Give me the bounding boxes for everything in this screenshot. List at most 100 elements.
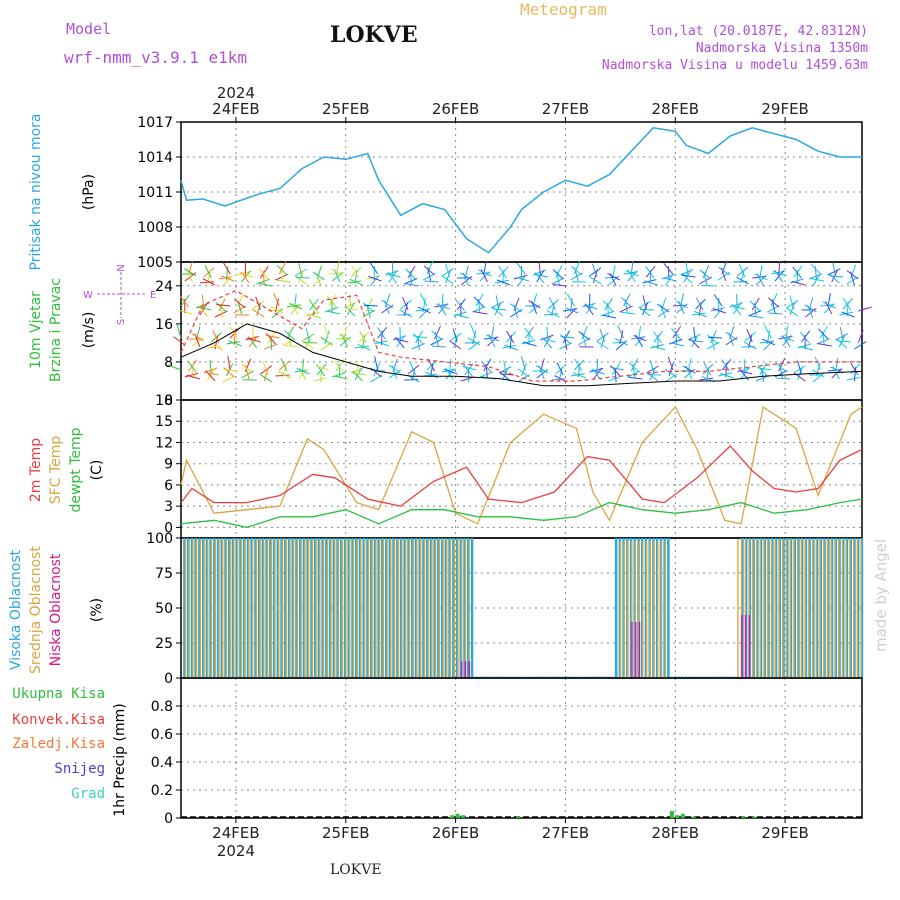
wind-barb <box>280 358 288 372</box>
cloud-bar <box>427 539 429 678</box>
wind-barb <box>548 297 556 311</box>
wind-barb <box>411 367 416 382</box>
wind-barb <box>257 282 272 287</box>
cloud-bar <box>205 538 209 678</box>
cloud-bar <box>266 539 269 678</box>
wind-barb <box>352 370 363 382</box>
cloud-bar <box>263 539 265 678</box>
cloud-bar <box>763 539 765 678</box>
wind-barb <box>749 315 764 319</box>
cloud-bar <box>418 538 421 678</box>
wind-barb <box>609 366 624 371</box>
cloud-bar <box>782 538 785 678</box>
wind-barb <box>441 275 454 285</box>
wind-barb <box>215 302 227 313</box>
wind-barb <box>725 331 738 341</box>
cloud-bar <box>619 540 622 678</box>
wind-barb <box>842 297 852 311</box>
cloud-bar <box>366 538 369 678</box>
wind-barb <box>691 312 706 316</box>
wind-barb <box>770 293 778 307</box>
cloud-bar <box>194 538 197 678</box>
wind-barb <box>521 339 536 345</box>
cloud-bar <box>209 538 212 678</box>
cloud-series-2 <box>461 615 750 678</box>
cloud-bar <box>248 539 250 678</box>
bottom-year-label: 2024 <box>217 842 255 860</box>
cloud-bar <box>744 538 748 678</box>
wind-barb <box>574 358 583 372</box>
wind-barb <box>252 308 265 318</box>
cloud-bar <box>313 538 317 678</box>
sfc-temp-line <box>180 405 863 525</box>
wind-barb <box>481 361 492 373</box>
cloud-bar <box>804 539 806 678</box>
cloud-bar <box>464 661 467 678</box>
wind-barb <box>642 295 647 310</box>
cloud-bar <box>812 538 815 678</box>
top-day-label-5: 29FEB <box>761 100 808 118</box>
wind-barb <box>303 342 318 344</box>
cloud-bar <box>823 538 826 678</box>
cloud-bar <box>744 539 747 678</box>
wind-barb <box>854 341 867 350</box>
wind-barb <box>259 373 273 383</box>
wind-barb <box>445 263 451 278</box>
wind-barb <box>687 358 692 373</box>
wind-barb <box>222 375 236 383</box>
wind-barb <box>555 265 563 279</box>
lonlat: lon,lat (20.0187E, 42.8312N) <box>648 24 868 39</box>
bottom-day-label-5: 29FEB <box>761 824 808 842</box>
cloud-bar <box>431 539 433 678</box>
wind-barb <box>464 265 469 280</box>
cloud-bar <box>411 538 414 678</box>
cloud-bar <box>278 539 280 678</box>
cloud-bar <box>444 538 448 678</box>
cloud-bar <box>853 538 856 678</box>
cloud-bar <box>222 539 224 678</box>
wind-barb <box>503 360 507 375</box>
cloud-bar <box>463 538 466 678</box>
cloud-bar <box>748 538 752 678</box>
cloud-bar <box>770 539 773 678</box>
cloud-bar <box>741 538 744 678</box>
wind-barb <box>313 377 328 382</box>
cloud-bar <box>461 661 463 678</box>
wind-barb <box>810 263 821 275</box>
wind-barb <box>202 295 205 310</box>
cloud-bar <box>667 538 670 678</box>
wind-barb <box>619 305 633 313</box>
cloud-bar <box>233 539 235 678</box>
wind-barb <box>517 274 527 287</box>
wind-barb <box>354 345 369 349</box>
wind-barb <box>453 311 467 317</box>
wind-barb <box>411 343 425 350</box>
cloud-bar <box>210 539 213 678</box>
wind-barbs <box>167 260 872 383</box>
wind-barb <box>204 265 212 279</box>
wind-barb <box>362 302 375 313</box>
wind-barb <box>343 326 348 341</box>
wind-barb <box>535 365 549 374</box>
wind-barb <box>334 360 345 373</box>
cloud-bar <box>317 538 321 678</box>
precip-ytick-label-0: 0.8 <box>151 699 173 715</box>
wind-barb <box>302 339 314 350</box>
cloud-bar <box>842 538 845 678</box>
cloud-bar <box>470 538 474 678</box>
wind-barb <box>602 314 617 319</box>
wind-barb <box>333 375 348 380</box>
wind-barb <box>520 356 526 371</box>
wind-barb <box>764 325 772 339</box>
wind-barb <box>209 360 212 375</box>
wind-barb <box>789 278 804 284</box>
wind-barb <box>738 370 753 375</box>
wind-barb <box>800 331 810 344</box>
wind-barb <box>572 372 587 379</box>
top-day-label-4: 28FEB <box>652 100 699 118</box>
meteogram-title: Meteogram <box>520 0 607 19</box>
precip-bar <box>516 816 520 818</box>
wind-barb <box>278 370 291 379</box>
wind-barb <box>405 283 420 287</box>
